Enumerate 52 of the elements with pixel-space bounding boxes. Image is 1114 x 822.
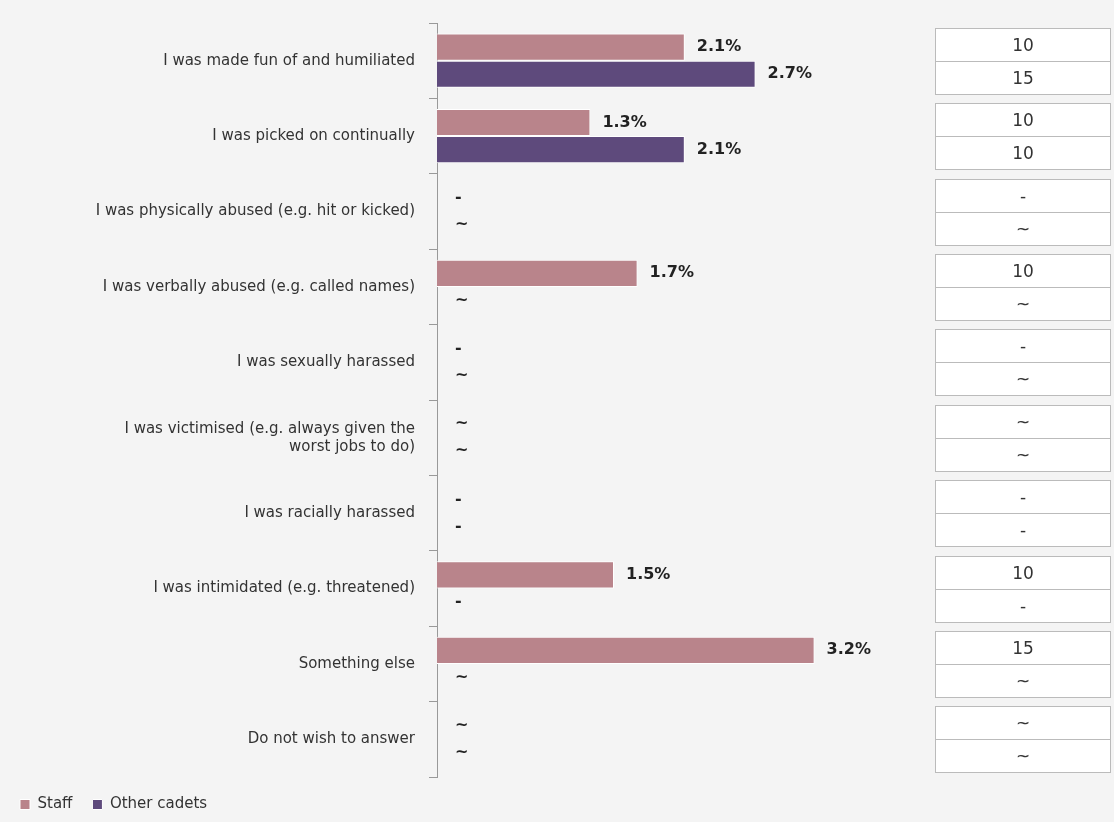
y-tick-label: I was racially harassed xyxy=(244,502,415,521)
text: - xyxy=(455,591,462,611)
y-tick-label: I was victimised (e.g. always given the worst jobs to do) xyxy=(124,418,415,455)
y-tick-label: I was made fun of and humiliated xyxy=(163,50,415,69)
text: ~ xyxy=(936,211,1110,245)
y-tick-label: I was verbally abused (e.g. called names) xyxy=(102,276,415,295)
y-tick-label: I was intimidated (e.g. threatened) xyxy=(153,578,415,597)
text: 15 xyxy=(1011,636,1035,660)
data-label: 2.1% xyxy=(696,36,742,56)
text: - xyxy=(455,488,462,508)
y-tick-label: I was picked on continually xyxy=(212,125,416,144)
text: ~ xyxy=(455,214,469,234)
text: ~ xyxy=(936,663,1110,697)
text: ~ xyxy=(455,742,469,762)
text: ~ xyxy=(455,714,469,734)
text: 10 xyxy=(1011,259,1035,283)
text: ~ xyxy=(455,666,469,686)
text: ~ xyxy=(936,362,1110,396)
text: - xyxy=(1018,335,1028,359)
text: ~ xyxy=(1014,712,1032,736)
text: - xyxy=(1018,486,1028,510)
text: - xyxy=(455,515,462,535)
text: 10 xyxy=(936,136,1110,170)
text: 10 xyxy=(1011,33,1035,57)
y-tick-label: I was physically abused (e.g. hit or kicked) xyxy=(95,201,415,220)
data-label: 1.3% xyxy=(602,111,647,131)
text: ~ xyxy=(936,739,1110,773)
text: - xyxy=(936,588,1110,622)
text: ~ xyxy=(455,413,469,433)
text: 10 xyxy=(1011,109,1035,133)
text: 10 xyxy=(1011,561,1035,585)
text: - xyxy=(455,187,462,207)
text: ~ xyxy=(1014,410,1032,434)
text: ~ xyxy=(936,286,1110,320)
data-label: 2.1% xyxy=(696,138,742,158)
data-label: 1.7% xyxy=(649,262,694,282)
legend-label: Staff xyxy=(37,794,74,813)
text: ~ xyxy=(455,289,469,309)
text: 15 xyxy=(936,60,1110,94)
text: - xyxy=(1018,184,1028,208)
text: ~ xyxy=(936,437,1110,471)
text: ~ xyxy=(455,365,469,385)
legend-label: Other cadets xyxy=(109,794,208,813)
y-tick-label: I was sexually harassed xyxy=(236,352,415,371)
data-label: 1.5% xyxy=(626,564,671,584)
data-label: 3.2% xyxy=(826,639,871,659)
y-tick-label: Something else xyxy=(298,653,415,672)
y-tick-label: Do not wish to answer xyxy=(247,729,416,748)
text: - xyxy=(455,337,462,357)
text: ~ xyxy=(455,440,469,460)
data-label: 2.7% xyxy=(767,63,812,83)
text: - xyxy=(936,513,1110,547)
